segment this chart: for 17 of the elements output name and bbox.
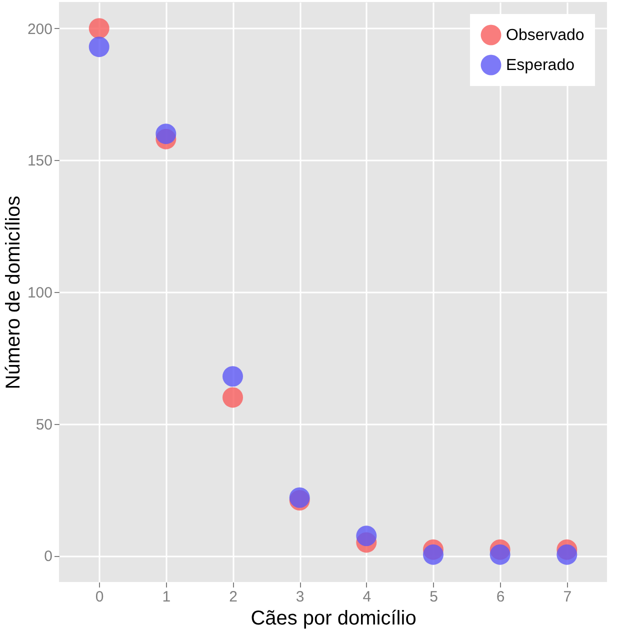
x-axis-title: Cães por domicílio <box>250 608 416 630</box>
x-tick-label: 6 <box>496 588 505 606</box>
legend-label: Observado <box>506 27 584 44</box>
y-axis-title: Número de domicílios <box>2 196 24 390</box>
y-tick-label: 150 <box>27 152 52 170</box>
x-tick-label: 0 <box>95 588 104 606</box>
x-tick-label: 7 <box>563 588 572 606</box>
y-tick-label: 100 <box>27 284 52 302</box>
x-tick-label: 1 <box>162 588 171 606</box>
x-tick-label: 3 <box>296 588 304 606</box>
x-tick-label: 4 <box>362 588 372 606</box>
x-tick-label: 2 <box>229 588 238 606</box>
y-tick-label: 200 <box>27 20 52 38</box>
y-tick-label: 50 <box>36 416 52 434</box>
x-tick-label: 5 <box>430 588 438 606</box>
y-tick-label: 0 <box>44 548 52 566</box>
legend-label: Esperado <box>506 57 575 74</box>
